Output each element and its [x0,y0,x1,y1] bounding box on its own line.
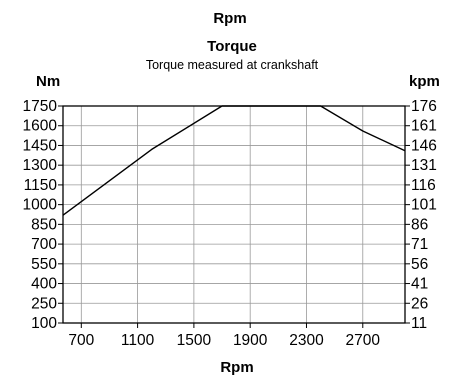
torque-line [62,105,406,216]
y-tick-label-left: 1000 [23,197,58,214]
y-axis-unit-left: Nm [36,73,60,90]
y-tick-label-right: 86 [411,216,428,233]
y-tick-label-left: 700 [31,236,57,253]
y-tick-label-left: 850 [31,216,57,233]
tick-labels: 1750 176 1600 161 1450 146 1300 131 1150 116 1000 1… [23,98,437,349]
y-tick-label-left: 1300 [23,157,58,174]
y-tick-label-left: 400 [31,276,57,293]
grid-lines [58,105,410,328]
y-tick-label-left: 1150 [24,177,58,194]
y-tick-label-left: 100 [31,315,57,332]
y-tick-label-right: 176 [411,98,437,115]
x-tick-label: 1100 [121,332,155,349]
x-axis-label: Rpm [220,359,253,376]
y-tick-label-left: 1750 [23,98,58,115]
y-tick-label-left: 1600 [23,118,58,135]
y-tick-label-right: 56 [411,256,428,273]
y-tick-label-right: 131 [411,157,437,174]
y-tick-label-left: 1450 [23,137,58,154]
y-tick-label-right: 161 [411,118,437,135]
y-tick-label-right: 146 [411,137,437,154]
y-tick-label-left: 550 [31,256,57,273]
x-tick-label: 2700 [346,332,381,349]
y-tick-label-right: 116 [411,177,436,194]
y-axis-unit-right: kpm [409,73,440,90]
x-tick-label: 700 [68,332,94,349]
y-tick-label-right: 41 [411,276,428,293]
chart-subtitle: Torque measured at crankshaft [146,58,319,72]
plot-frame [62,105,406,324]
chart-top-label: Rpm [213,10,246,27]
y-tick-label-right: 71 [411,236,428,253]
y-tick-label-left: 250 [31,295,57,312]
x-tick-label: 1900 [233,332,268,349]
chart-title: Torque [207,38,257,55]
y-tick-label-right: 26 [411,295,428,312]
series-layer [62,105,406,216]
y-tick-label-right: 101 [411,197,437,214]
y-tick-label-right: 11 [411,315,427,332]
x-tick-label: 1500 [177,332,212,349]
x-tick-label: 2300 [289,332,324,349]
